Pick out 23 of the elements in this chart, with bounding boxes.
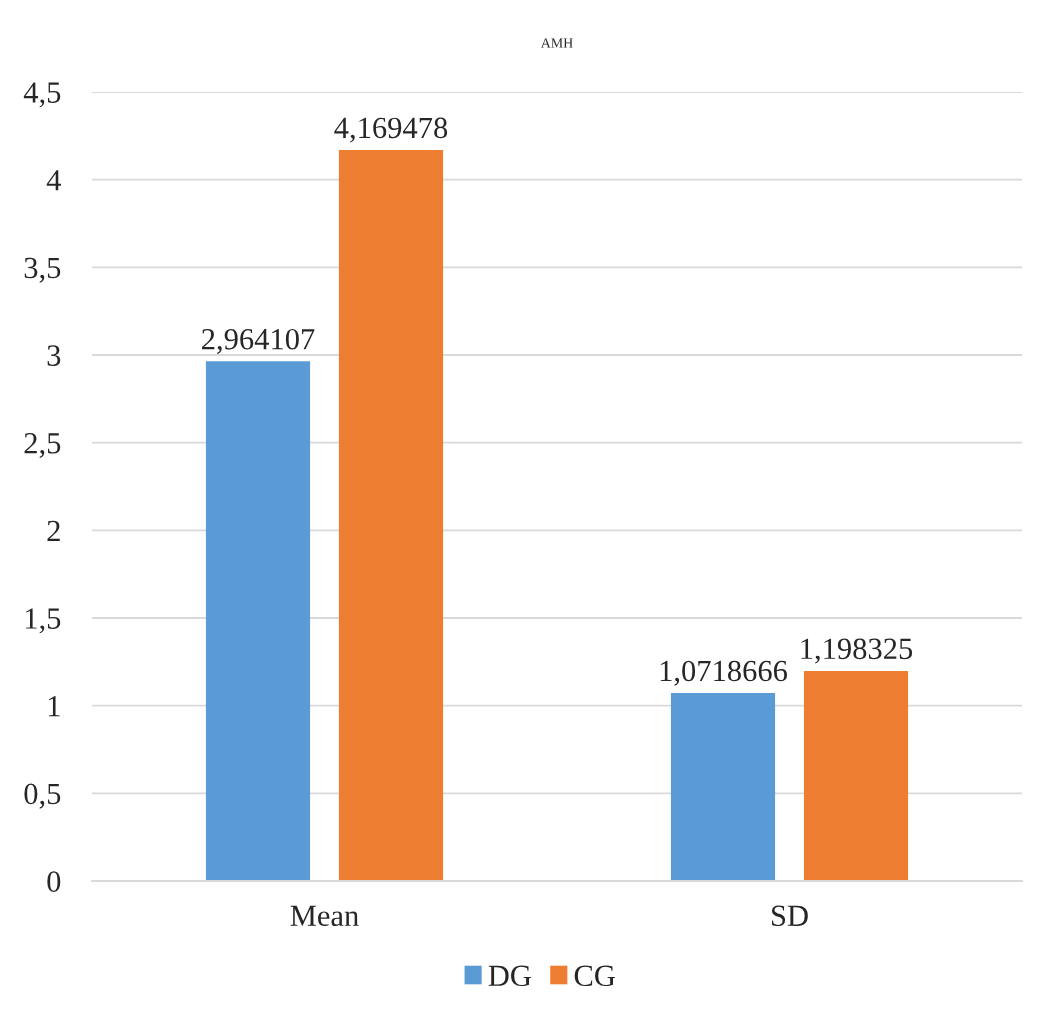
data-label: 2,964107: [202, 328, 315, 354]
y-tick-label: 1,5: [25, 608, 61, 634]
bar: [670, 693, 776, 881]
data-label: 1,198325: [801, 638, 913, 664]
y-tick-label: 3,5: [24, 257, 61, 283]
x-tick-label: Mean: [290, 905, 359, 927]
data-label: 1,0718666: [660, 660, 788, 686]
legend-label: CG: [574, 965, 615, 987]
y-tick-label: 3: [47, 345, 61, 366]
legend-label: DG: [488, 965, 531, 987]
y-tick-label: 4: [46, 170, 61, 191]
y-tick-label: 0,5: [24, 783, 61, 809]
y-tick-label: 2,5: [24, 433, 61, 458]
bar: [205, 361, 311, 881]
bar: [803, 670, 909, 881]
bar: [338, 149, 444, 881]
x-tick-label: SD: [772, 905, 808, 927]
y-tick-label: 4,5: [23, 82, 61, 108]
chart-title: AMH: [540, 38, 573, 48]
y-tick-label: 2: [47, 520, 60, 541]
y-tick-label: 0: [47, 871, 61, 892]
y-tick-label: 1: [48, 696, 60, 717]
data-label: 4,169478: [334, 117, 448, 143]
